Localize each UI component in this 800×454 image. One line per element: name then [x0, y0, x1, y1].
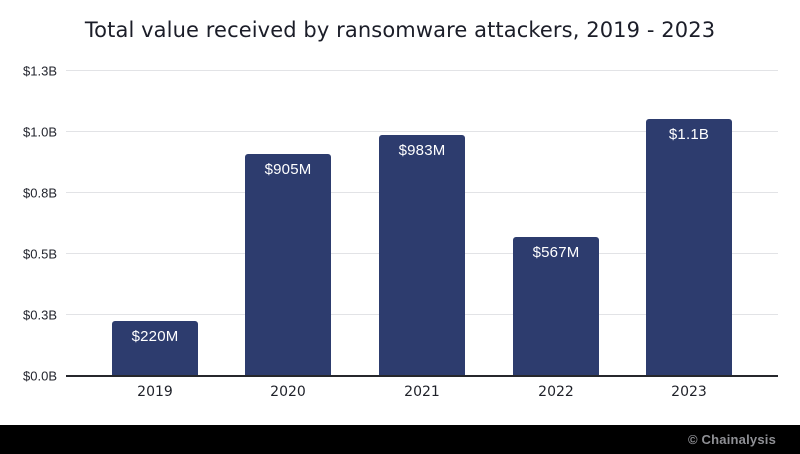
bar-value-label: $220M	[131, 328, 179, 345]
bar-2021: $983M	[379, 135, 465, 375]
y-axis-tick-label: $1.3B	[23, 63, 57, 79]
bar-2019: $220M	[112, 321, 198, 375]
bar-value-label: $567M	[532, 244, 580, 261]
y-axis-tick-label: $1.0B	[23, 124, 57, 140]
gridline	[66, 131, 778, 132]
bar-value-label: $1.1B	[668, 126, 710, 143]
x-axis-tick-label: 2020	[270, 384, 306, 400]
x-axis-line	[66, 375, 778, 377]
y-axis-tick-label: $0.3B	[23, 307, 57, 323]
bar-2023: $1.1B	[646, 119, 732, 375]
gridline	[66, 70, 778, 71]
footer-bar: © Chainalysis	[0, 425, 800, 454]
x-axis-tick-label: 2022	[538, 384, 574, 400]
x-axis-tick-label: 2023	[671, 384, 707, 400]
x-axis-tick-label: 2021	[404, 384, 440, 400]
bar-2022: $567M	[513, 237, 599, 375]
bar-2020: $905M	[245, 154, 331, 375]
chart-title: Total value received by ransomware attac…	[84, 18, 716, 42]
chainalysis-credit: © Chainalysis	[687, 432, 776, 447]
bar-value-label: $983M	[398, 142, 446, 159]
x-axis-tick-label: 2019	[137, 384, 173, 400]
y-axis-tick-label: $0.8B	[23, 185, 57, 201]
bar-value-label: $905M	[264, 161, 312, 178]
y-axis-tick-label: $0.0B	[23, 368, 57, 384]
y-axis-tick-label: $0.5B	[23, 246, 57, 262]
